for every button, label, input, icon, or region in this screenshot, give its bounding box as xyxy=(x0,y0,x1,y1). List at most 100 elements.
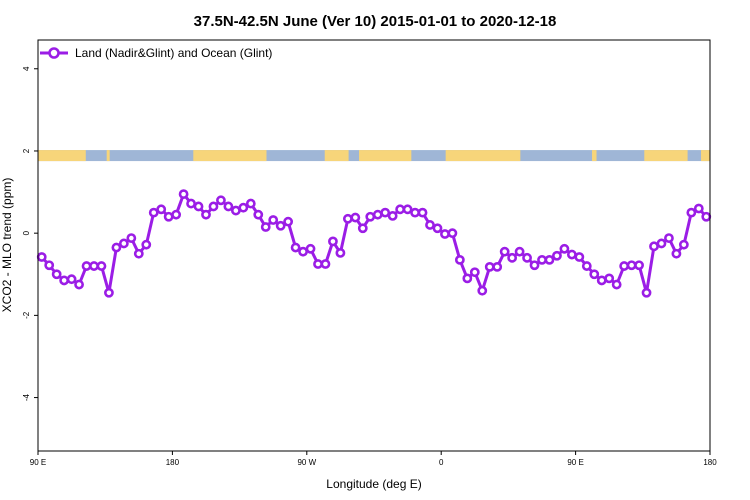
data-point xyxy=(111,242,122,253)
data-point xyxy=(469,267,480,278)
data-point xyxy=(193,201,204,212)
data-point xyxy=(440,229,450,239)
data-point xyxy=(395,204,406,215)
data-point xyxy=(656,238,667,249)
data-point xyxy=(589,269,600,280)
data-point xyxy=(89,261,99,271)
land-segment xyxy=(644,150,688,162)
y-tick-label: -2 xyxy=(22,311,31,319)
land-segment xyxy=(359,150,412,162)
data-point xyxy=(148,207,159,218)
data-point xyxy=(514,246,525,257)
data-point xyxy=(260,222,271,232)
data-point xyxy=(581,261,592,271)
data-point xyxy=(238,202,249,213)
data-point xyxy=(342,213,353,224)
data-point xyxy=(313,259,323,269)
data-point xyxy=(268,215,279,225)
data-point xyxy=(604,273,615,284)
data-point xyxy=(522,252,532,263)
data-point xyxy=(454,254,465,265)
data-point xyxy=(156,204,167,215)
data-point xyxy=(81,261,92,271)
x-tick-label: 0 xyxy=(439,458,444,467)
x-tick-label: 180 xyxy=(703,458,717,467)
data-point xyxy=(671,248,682,259)
data-series xyxy=(36,189,712,298)
data-point xyxy=(574,252,585,262)
data-point xyxy=(305,243,316,254)
data-point xyxy=(611,279,622,290)
legend: Land (Nadir&Glint) and Ocean (Glint) xyxy=(40,46,272,60)
data-point xyxy=(537,254,547,265)
data-point xyxy=(201,209,211,220)
data-point xyxy=(365,211,376,222)
x-tick-label: 90 E xyxy=(30,458,46,467)
data-point xyxy=(499,246,510,257)
data-point xyxy=(596,275,607,286)
data-point xyxy=(484,261,495,272)
data-point xyxy=(462,273,473,284)
data-point xyxy=(387,211,398,221)
data-point xyxy=(432,223,443,234)
data-point xyxy=(230,205,241,216)
data-point xyxy=(163,211,174,222)
y-tick-label: 4 xyxy=(22,66,31,71)
x-axis-label: Longitude (deg E) xyxy=(326,477,421,491)
land-segment xyxy=(193,150,267,162)
data-point xyxy=(619,261,630,271)
data-point xyxy=(141,239,152,250)
data-point xyxy=(208,201,219,212)
y-axis-label: XCO2 - MLO trend (ppm) xyxy=(0,178,14,313)
data-point xyxy=(664,233,674,244)
data-point xyxy=(678,239,689,250)
data-point xyxy=(59,275,70,286)
data-point xyxy=(529,260,540,271)
data-point xyxy=(686,207,697,218)
data-point xyxy=(275,220,286,231)
data-point xyxy=(74,279,84,290)
data-point xyxy=(51,269,62,280)
data-point xyxy=(544,254,555,265)
data-point xyxy=(380,207,391,218)
x-tick-label: 90 E xyxy=(567,458,583,467)
land-segment xyxy=(324,150,349,162)
data-point xyxy=(216,195,226,206)
data-point xyxy=(96,261,107,271)
data-point xyxy=(507,252,518,263)
data-point xyxy=(253,209,264,220)
y-tick-label: -4 xyxy=(22,393,31,401)
data-point xyxy=(410,207,420,218)
data-point xyxy=(693,203,704,214)
land-ocean-band xyxy=(38,150,710,162)
data-point xyxy=(649,241,659,252)
land-segment xyxy=(701,150,710,162)
data-point xyxy=(335,247,346,258)
data-point xyxy=(290,242,301,253)
land-segment xyxy=(106,150,110,162)
data-point xyxy=(425,220,435,230)
data-point xyxy=(552,250,562,261)
data-point xyxy=(44,260,55,271)
data-point xyxy=(36,252,47,262)
data-point xyxy=(298,246,308,257)
data-point xyxy=(634,260,644,271)
data-point xyxy=(171,209,182,220)
data-point xyxy=(357,223,368,234)
axes: 90 E 180 90 W 0 90 E 180 -4 -2 0 2 4 xyxy=(22,66,717,467)
data-point xyxy=(492,261,503,272)
y-tick-label: 0 xyxy=(22,230,31,235)
land-segment xyxy=(592,150,597,162)
data-point xyxy=(223,201,234,212)
data-point xyxy=(118,238,129,249)
data-point xyxy=(641,287,652,298)
plot-frame xyxy=(37,39,711,452)
x-tick-label: 90 W xyxy=(297,458,316,467)
data-point xyxy=(477,285,488,296)
data-point xyxy=(447,228,458,239)
data-point xyxy=(328,236,338,247)
legend-label: Land (Nadir&Glint) and Ocean (Glint) xyxy=(75,46,272,60)
data-point xyxy=(350,212,361,223)
data-point xyxy=(417,207,428,218)
